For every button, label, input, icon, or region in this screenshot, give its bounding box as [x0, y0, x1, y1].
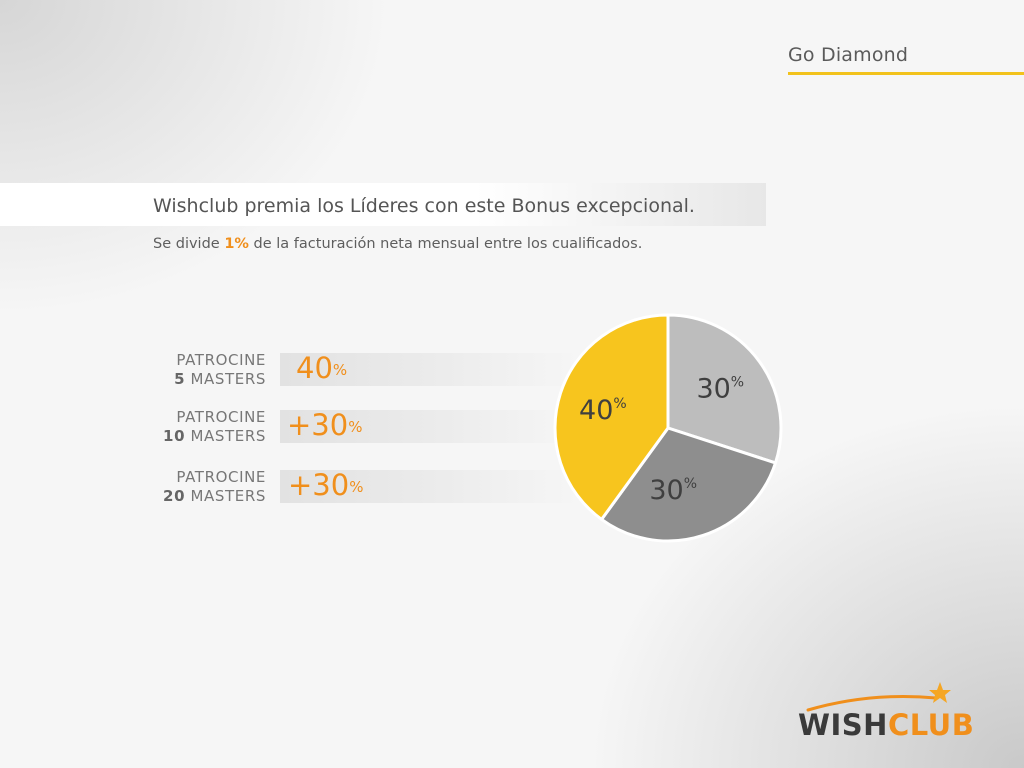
section-underline — [788, 72, 1024, 75]
bonus-row-label-count: 20 — [163, 487, 186, 505]
bonus-row-label-rest: MASTERS — [185, 427, 266, 445]
subheadline: Se divide 1% de la facturación neta mens… — [153, 236, 642, 252]
pie-slice-label: 30% — [649, 475, 697, 506]
bonus-pie-chart: 30% 30% 40% — [553, 313, 783, 543]
bonus-row-bar — [280, 410, 580, 443]
bonus-row-value-unit: % — [332, 361, 348, 379]
bonus-row-label-count: 5 — [174, 370, 186, 388]
section-title: Go Diamond — [788, 44, 909, 66]
bonus-row-3: PATROCINE 20 MASTERS +30% — [0, 468, 600, 508]
bonus-row-label-rest: MASTERS — [185, 370, 266, 388]
logo-text: WISHCLUB — [798, 708, 974, 742]
pie-slice — [666, 313, 783, 465]
bonus-row-value: 40% — [296, 351, 347, 385]
headline-banner — [0, 183, 766, 226]
bonus-row-label: PATROCINE 10 MASTERS — [163, 408, 266, 446]
wishclub-logo: WISHCLUB — [790, 678, 974, 748]
bonus-row-1: PATROCINE 5 MASTERS 40% — [0, 351, 600, 391]
bonus-row-label: PATROCINE 20 MASTERS — [163, 468, 266, 506]
pie-slice-label: 30% — [696, 373, 744, 404]
pie-slice — [600, 426, 777, 543]
subheadline-highlight: 1% — [224, 236, 249, 252]
bonus-row-value-number: +30 — [287, 408, 349, 442]
logo-swoosh-star-icon — [806, 682, 951, 712]
bonus-row-label-line1: PATROCINE — [176, 408, 266, 426]
bonus-row-value: +30% — [287, 408, 362, 442]
bonus-row-value-unit: % — [348, 418, 363, 436]
bonus-row-label-rest: MASTERS — [185, 487, 266, 505]
pie-slice — [553, 313, 670, 521]
bonus-row-bar — [280, 470, 580, 503]
bonus-row-value-number: +30 — [288, 468, 350, 502]
pie-slice-label: 40% — [579, 395, 627, 426]
headline: Wishclub premia los Líderes con este Bon… — [153, 195, 695, 217]
subheadline-prefix: Se divide — [153, 236, 225, 252]
bonus-row-label: PATROCINE 5 MASTERS — [174, 351, 266, 389]
logo-text-club: CLUB — [887, 708, 975, 742]
bonus-row-2: PATROCINE 10 MASTERS +30% — [0, 408, 600, 448]
bonus-row-value-unit: % — [349, 478, 364, 496]
bonus-row-value: +30% — [288, 468, 363, 502]
bonus-row-label-count: 10 — [163, 427, 186, 445]
bonus-row-label-line1: PATROCINE — [176, 468, 266, 486]
bonus-row-value-number: 40 — [296, 351, 333, 385]
bonus-row-label-line1: PATROCINE — [176, 351, 266, 369]
subheadline-suffix: de la facturación neta mensual entre los… — [248, 236, 643, 252]
bonus-row-bar — [280, 353, 580, 386]
logo-text-wish: WISH — [798, 708, 888, 742]
